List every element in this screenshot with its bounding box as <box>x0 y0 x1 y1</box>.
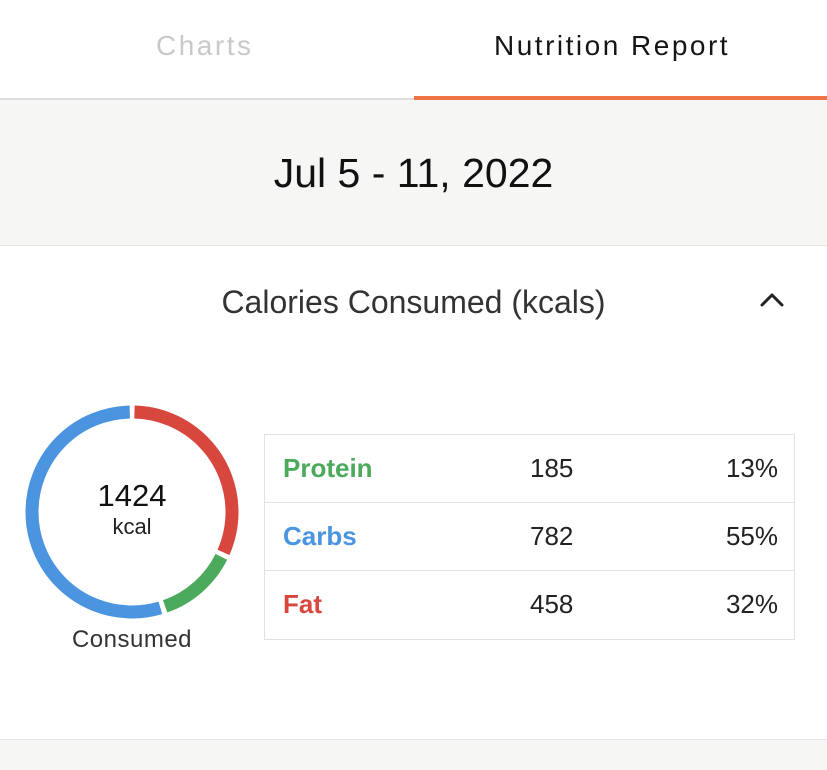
donut-ring <box>25 405 239 619</box>
donut-segment-fat <box>25 405 239 619</box>
chevron-up-icon[interactable] <box>758 286 786 314</box>
active-tab-indicator <box>414 96 827 100</box>
calories-panel-title[interactable]: Calories Consumed (kcals) <box>221 284 606 320</box>
tab-charts[interactable]: Charts <box>156 30 254 61</box>
date-range-header: Jul 5 - 11, 2022 <box>0 100 827 246</box>
tab-bar: Charts Nutrition Report <box>0 0 827 100</box>
table-row-protein: Protein 185 13% <box>265 435 794 503</box>
macro-grams: 185 <box>530 453 574 483</box>
macro-name: Protein <box>283 453 373 483</box>
next-panel-edge <box>0 739 827 770</box>
table-row-carbs: Carbs 782 55% <box>265 503 794 571</box>
total-calories-unit: kcal <box>112 514 152 539</box>
macro-percent: 32% <box>725 589 778 619</box>
donut-caption: Consumed <box>71 626 193 653</box>
donut-segment-carbs <box>25 405 239 619</box>
macro-name: Carbs <box>283 521 357 551</box>
macro-percent: 55% <box>725 521 778 551</box>
calorie-donut-chart: 1424 kcal <box>22 402 242 622</box>
total-calories-value: 1424 <box>97 478 167 513</box>
tab-nutrition-report[interactable]: Nutrition Report <box>494 30 731 61</box>
macro-grams: 458 <box>530 589 574 619</box>
macro-grams: 782 <box>530 521 574 551</box>
macro-name: Fat <box>283 589 322 619</box>
date-range: Jul 5 - 11, 2022 <box>273 150 554 196</box>
macro-breakdown-table: Protein 185 13% Carbs 782 55% Fat 458 32… <box>264 434 795 640</box>
macro-percent: 13% <box>725 453 778 483</box>
calories-panel: Calories Consumed (kcals) 1424 kcal Cons… <box>0 246 827 739</box>
calories-panel-header[interactable]: Calories Consumed (kcals) <box>0 284 827 324</box>
donut-center-label: 1424 kcal <box>22 478 242 540</box>
table-row-fat: Fat 458 32% <box>265 571 794 639</box>
